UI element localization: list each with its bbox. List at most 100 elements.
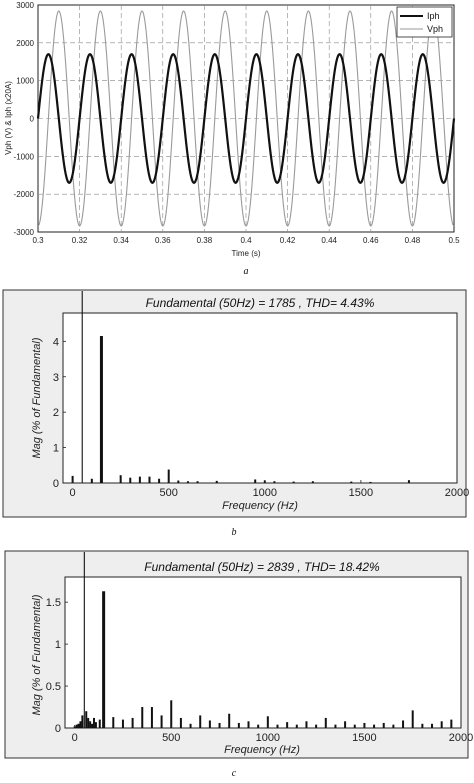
panel-b-x-axis-label: Frequency (Hz) [222,500,298,512]
harmonic-bar [170,700,173,728]
x-tick-label: 1000 [256,732,280,744]
panel-c-y-axis-label: Mag (% of Fundamental) [31,594,43,715]
panel-a-y-ticks: -3000 -2000 -1000 0 1000 2000 3000 [14,1,35,237]
x-tick-label: 0.4 [240,236,252,245]
x-tick-label: 0.32 [72,236,88,245]
harmonic-bar [450,719,453,728]
harmonic-bar [199,715,202,728]
panel-a-legend: Iph Vph [396,6,453,38]
harmonic-bar [189,723,192,728]
y-tick-label: 1000 [16,77,34,86]
harmonic-bar [350,481,353,483]
harmonic-bar [266,716,269,728]
harmonic-bar [160,715,163,728]
panel-a-y-axis-label: Vph (V) & Iph (x20A) [4,81,13,155]
x-tick-label: 2000 [449,732,473,744]
harmonic-bar [79,721,82,728]
harmonic-bar [392,724,395,728]
harmonic-bar [87,717,90,728]
x-tick-label: 1500 [352,732,376,744]
y-tick-label: 4 [53,336,59,348]
harmonic-bar [353,724,356,728]
y-tick-label: 2 [53,407,59,419]
panel-a-x-axis-label: Time (s) [231,249,260,258]
harmonic-bar [177,480,180,483]
x-tick-label: 1000 [253,487,277,499]
harmonic-bar [421,723,424,728]
legend-label-iph: Iph [427,11,440,21]
panel-c-caption: c [232,768,237,779]
harmonic-bar [77,723,80,728]
harmonic-bar [292,481,295,483]
harmonic-bar [305,721,308,728]
harmonic-bar [440,721,443,728]
harmonic-bar [369,481,372,483]
harmonic-bar [89,721,92,728]
harmonic-bar [91,723,94,728]
harmonic-bar [286,722,289,728]
x-tick-label: 0 [70,487,76,499]
y-tick-label: 1 [55,639,61,651]
harmonic-bar [411,710,414,728]
harmonic-bar [75,724,78,728]
harmonic-bar [141,707,144,728]
x-tick-label: 0.3 [32,236,44,245]
y-tick-label: -2000 [14,190,35,199]
harmonic-bar [218,722,221,728]
harmonic-bar [273,481,276,483]
harmonic-bar [94,722,97,728]
y-tick-label: -3000 [14,228,35,237]
harmonic-bar [119,475,122,483]
panel-c-x-axis-label: Frequency (Hz) [224,744,300,756]
panel-b-x-ticks: 0 500 1000 1500 2000 [70,480,469,499]
harmonic-bar [99,336,103,483]
harmonic-bar [208,720,211,728]
harmonic-bar [276,724,279,728]
harmonic-bar [315,724,318,728]
y-tick-label: 0.5 [46,681,61,693]
panel-b-bars [71,336,410,483]
harmonic-bar [237,722,240,728]
x-tick-label: 0.44 [321,236,337,245]
harmonic-bar [148,476,151,483]
panel-c-spectrum: Fundamental (50Hz) = 2839 , THD= 18.42% … [4,550,473,779]
panel-b-title: Fundamental (50Hz) = 1785 , THD= 4.43% [146,296,375,310]
harmonic-bar [102,591,106,728]
harmonic-bar [311,481,314,483]
panel-a-series [36,10,456,227]
harmonic-bar [131,717,134,728]
panel-c-title: Fundamental (50Hz) = 2839 , THD= 18.42% [144,560,380,574]
y-tick-label: 3 [53,372,59,384]
y-tick-label: 0 [53,478,59,490]
harmonic-bar [138,476,141,483]
harmonic-bar [215,480,218,483]
x-tick-label: 0.46 [363,236,379,245]
x-tick-label: 500 [162,732,180,744]
panel-b-y-ticks: 0 1 2 3 4 [53,336,66,490]
harmonic-bar [167,469,170,483]
panel-a-caption: a [244,266,249,277]
y-tick-label: 1 [53,443,59,455]
harmonic-bar [373,724,376,728]
y-tick-label: -1000 [14,152,35,161]
harmonic-bar [150,707,153,728]
harmonic-bar [129,477,132,483]
x-tick-label: 0 [72,732,78,744]
harmonic-bar [158,478,161,483]
panel-b-caption: b [232,527,237,538]
harmonic-bar [186,481,189,483]
x-tick-label: 1500 [349,487,373,499]
harmonic-bar [112,717,115,728]
panel-b-spectrum: Fundamental (50Hz) = 1785 , THD= 4.43% 0… [2,289,469,538]
x-tick-label: 2000 [445,487,469,499]
harmonic-bar [90,478,93,483]
harmonic-bar [196,481,199,483]
harmonic-bar [344,721,347,728]
y-tick-label: 3000 [16,1,34,10]
panel-c-y-ticks: 0 0.5 1 1.5 [46,597,68,735]
panel-b-y-axis-label: Mag (% of Fundamental) [31,337,43,458]
harmonic-bar [98,719,101,728]
panel-c-x-ticks: 0 500 1000 1500 2000 [72,725,473,744]
x-tick-label: 0.36 [155,236,171,245]
